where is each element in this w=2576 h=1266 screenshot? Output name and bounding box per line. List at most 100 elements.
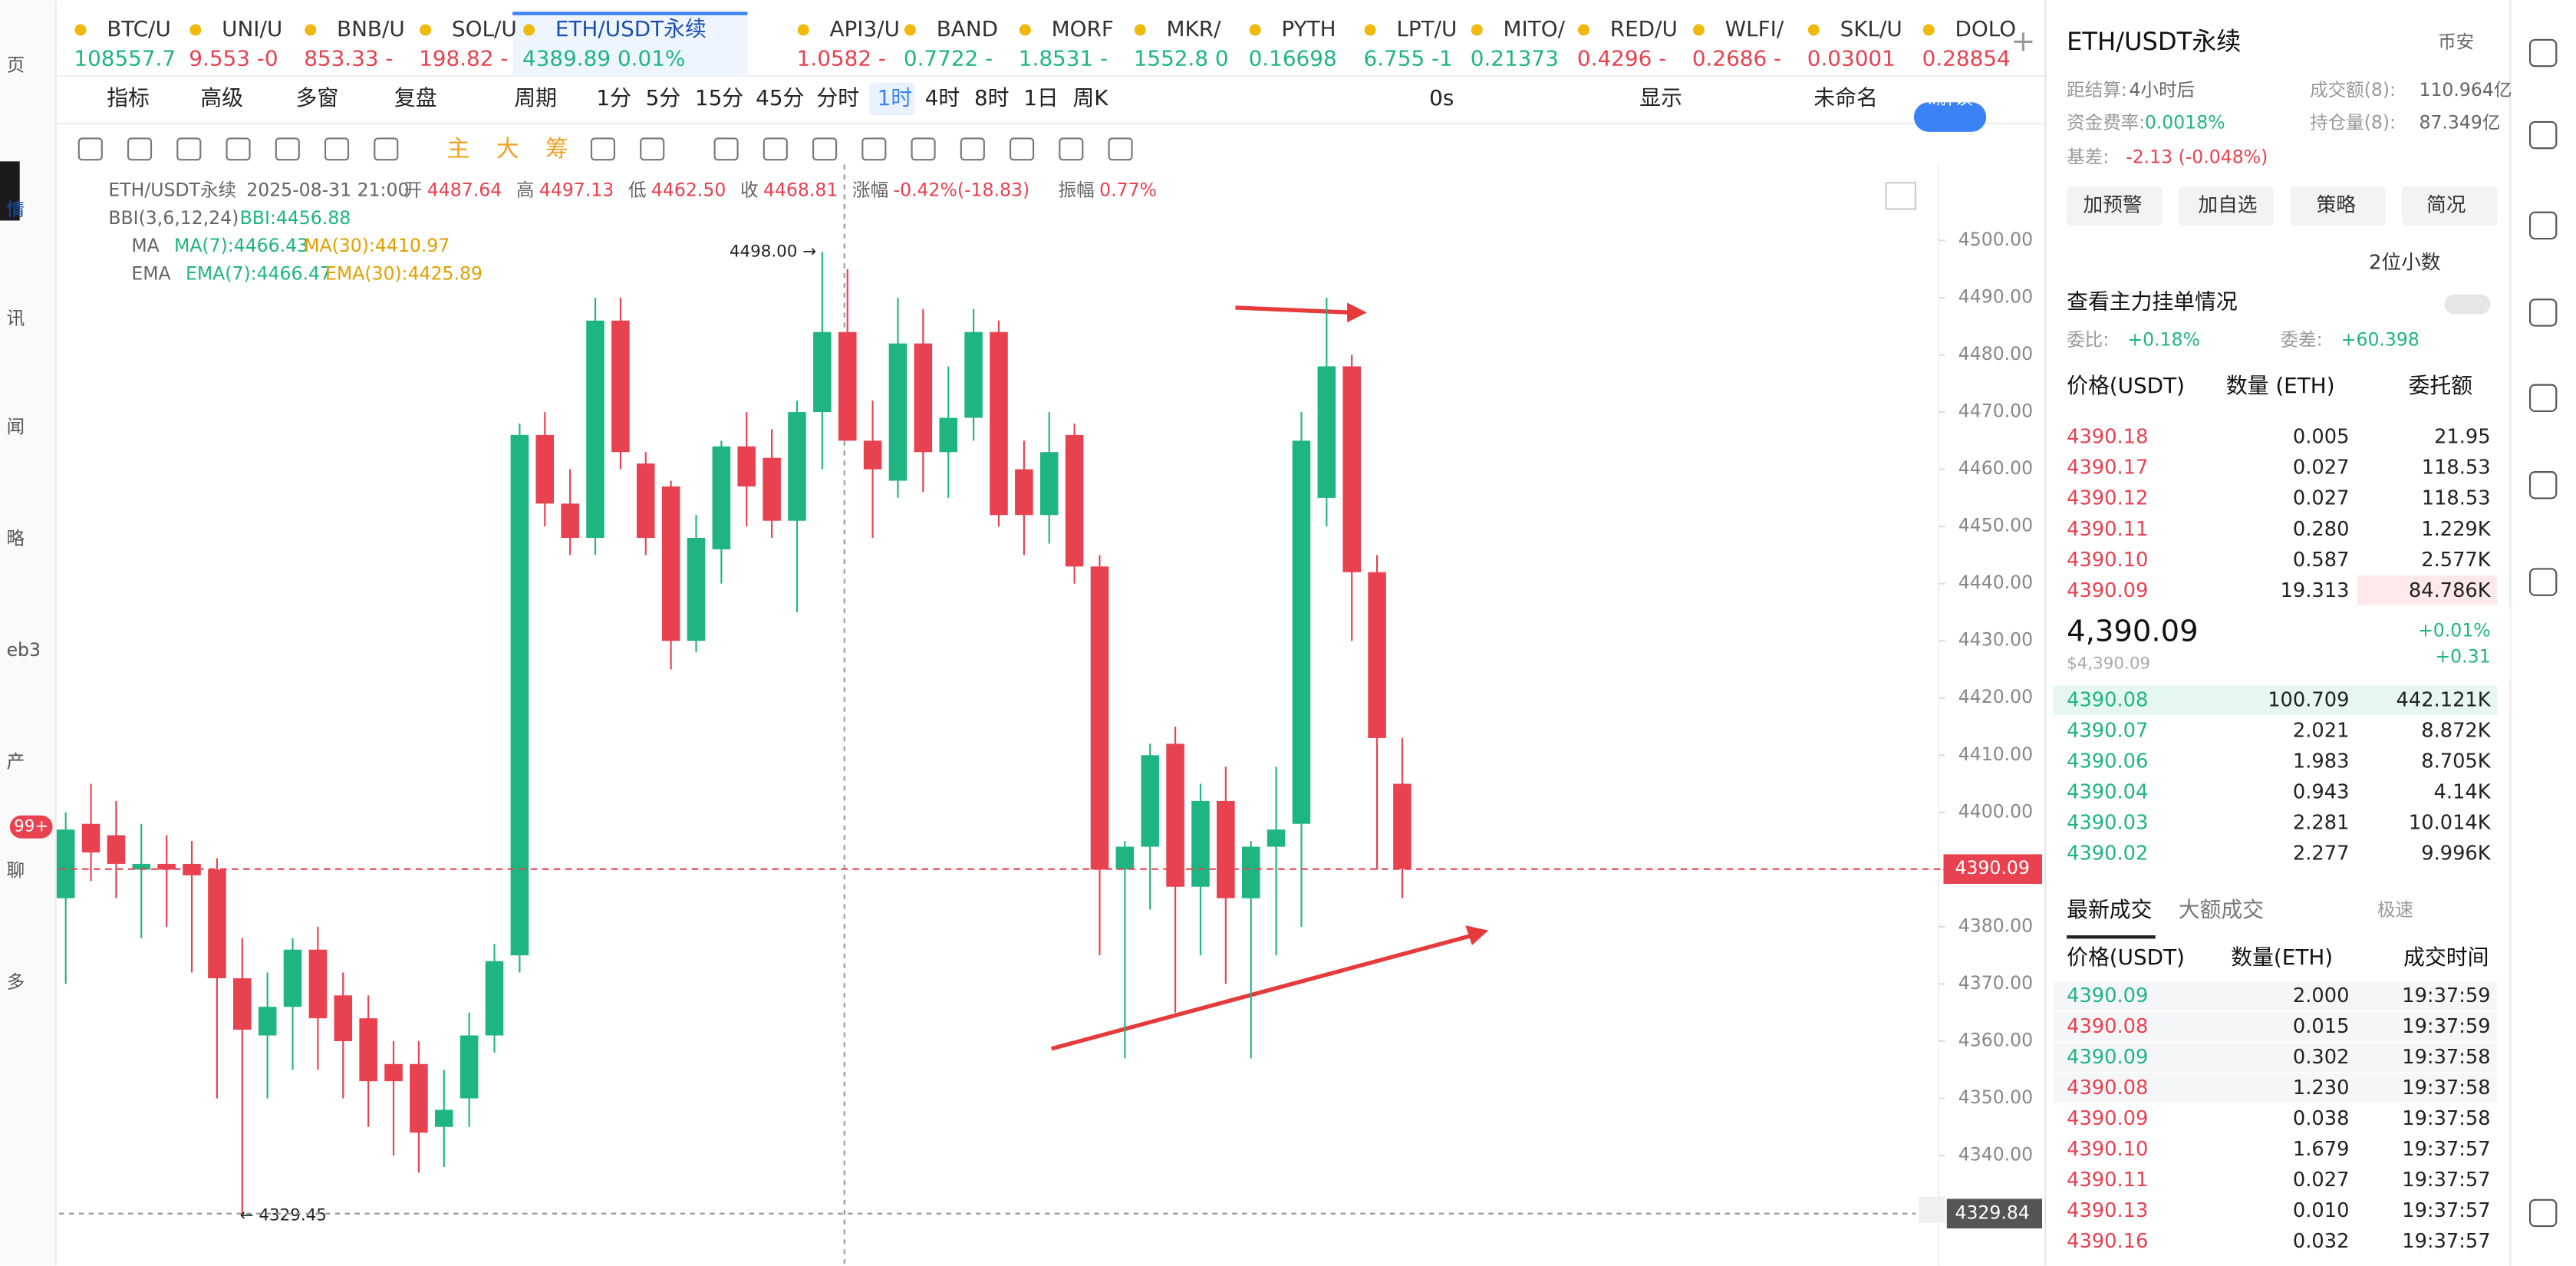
- period-button[interactable]: 8时: [974, 85, 1010, 110]
- ai-button[interactable]: [1913, 102, 1987, 132]
- candle-body: [81, 823, 100, 852]
- tool-button[interactable]: AI解读: [1919, 87, 1972, 108]
- tab-name[interactable]: ETH/USDT永续: [555, 16, 707, 41]
- draw-tool-icon[interactable]: [275, 137, 300, 161]
- candle-body: [132, 863, 151, 870]
- side-icon[interactable]: [2528, 384, 2558, 412]
- bid-qty: 2.281: [2293, 811, 2350, 834]
- tab-name[interactable]: BNB/U: [337, 16, 405, 41]
- tab-name[interactable]: DOLO: [1955, 16, 2016, 41]
- draw-tool-icon[interactable]: [590, 137, 616, 161]
- tab-name[interactable]: SOL/U: [452, 16, 517, 41]
- side-icon[interactable]: [2528, 298, 2558, 327]
- period-button[interactable]: 15分: [695, 85, 743, 110]
- side-icon[interactable]: [2528, 568, 2558, 596]
- trade-tab[interactable]: 极速: [2377, 898, 2413, 920]
- trade-time: 19:37:58: [2402, 1076, 2490, 1100]
- ask-price: 4390.18: [2067, 426, 2148, 449]
- trade-qty: 2.000: [2293, 984, 2350, 1007]
- period-button[interactable]: 周K: [1072, 85, 1108, 110]
- sidebar-item[interactable]: 聊: [7, 859, 25, 881]
- panel-button[interactable]: 策略: [2317, 194, 2357, 217]
- toggle[interactable]: [2444, 294, 2491, 315]
- tab-name[interactable]: RED/U: [1610, 16, 1678, 41]
- candle-body: [813, 331, 832, 413]
- tab-name[interactable]: PYTH: [1281, 16, 1336, 41]
- decimals-select[interactable]: 2位小数: [2369, 252, 2440, 275]
- period-button[interactable]: 1时: [878, 85, 913, 110]
- draw-tool-icon[interactable]: [763, 137, 788, 161]
- sidebar-item[interactable]: eb3: [7, 639, 41, 661]
- fullscreen-icon[interactable]: [1885, 182, 1917, 210]
- draw-tool-icon[interactable]: [861, 137, 887, 161]
- tool-button[interactable]: 未命名: [1813, 85, 1878, 110]
- draw-tool-icon[interactable]: [960, 137, 985, 161]
- tool-button[interactable]: 周期: [514, 85, 557, 110]
- draw-tool-icon[interactable]: [812, 137, 838, 161]
- overlay-button[interactable]: 筹: [545, 136, 568, 163]
- sidebar-item[interactable]: 情: [7, 199, 25, 220]
- trade-tab[interactable]: 大额成交: [2179, 897, 2264, 922]
- sidebar-item[interactable]: 略: [7, 527, 25, 549]
- draw-tool-icon[interactable]: [324, 137, 350, 161]
- side-icon[interactable]: [2528, 211, 2558, 240]
- tab-name[interactable]: API3/U: [829, 16, 899, 41]
- tab-name[interactable]: UNI/U: [222, 16, 282, 41]
- period-button[interactable]: 5分: [646, 85, 681, 110]
- plus-box[interactable]: [1919, 1196, 1945, 1223]
- draw-tool-icon[interactable]: [374, 137, 399, 161]
- draw-tool-icon[interactable]: [1108, 137, 1133, 161]
- tab-name[interactable]: SKL/U: [1840, 16, 1902, 41]
- main-orders-link[interactable]: 查看主力挂单情况: [2067, 289, 2238, 315]
- tab-name[interactable]: MKR/: [1167, 16, 1222, 41]
- candle-body: [510, 434, 529, 956]
- panel-button[interactable]: 加预警: [2084, 194, 2143, 217]
- period-button[interactable]: 1日: [1023, 85, 1059, 110]
- sidebar-item[interactable]: 产: [7, 751, 25, 773]
- sidebar-item[interactable]: 页: [7, 54, 25, 76]
- add-tab[interactable]: +: [2011, 25, 2035, 59]
- period-button[interactable]: 45分: [756, 85, 804, 110]
- y-tick-label: 4500.00: [1958, 229, 2033, 250]
- trade-row-bg: [2053, 1012, 2498, 1042]
- side-icon[interactable]: [2528, 38, 2558, 68]
- panel-button[interactable]: 简况: [2426, 194, 2466, 217]
- trade-time: 19:37:57: [2402, 1169, 2490, 1192]
- tool-button[interactable]: 0s: [1429, 85, 1454, 110]
- tool-button[interactable]: 指标: [107, 85, 150, 110]
- sidebar-item[interactable]: 多: [7, 971, 25, 993]
- draw-tool-icon[interactable]: [226, 137, 251, 161]
- sidebar-item[interactable]: 闻: [7, 416, 25, 437]
- overlay-button[interactable]: 主: [447, 136, 470, 163]
- coin-icon: [1807, 24, 1820, 36]
- tab-name[interactable]: BAND: [937, 16, 998, 41]
- tool-button[interactable]: 多窗: [295, 85, 338, 110]
- panel-button[interactable]: 加自选: [2198, 194, 2257, 217]
- draw-tool-icon[interactable]: [1010, 137, 1035, 161]
- period-button[interactable]: 4时: [925, 85, 960, 110]
- tool-button[interactable]: 显示: [1639, 85, 1682, 110]
- draw-tool-icon[interactable]: [77, 137, 103, 161]
- draw-tool-icon[interactable]: [713, 137, 739, 161]
- draw-tool-icon[interactable]: [176, 137, 202, 161]
- draw-tool-icon[interactable]: [640, 137, 665, 161]
- period-button[interactable]: 1分: [596, 85, 631, 110]
- side-icon[interactable]: [2528, 1198, 2558, 1228]
- tab-name[interactable]: LPT/U: [1396, 16, 1457, 41]
- draw-tool-icon[interactable]: [127, 137, 153, 161]
- tool-button[interactable]: 高级: [200, 85, 243, 110]
- side-icon[interactable]: [2528, 471, 2558, 499]
- draw-tool-icon[interactable]: [1059, 137, 1084, 161]
- period-button[interactable]: 分时: [816, 85, 859, 110]
- tool-button[interactable]: 复盘: [394, 85, 437, 110]
- tab-name[interactable]: MORF: [1052, 16, 1114, 41]
- draw-tool-icon[interactable]: [911, 137, 936, 161]
- tab-name[interactable]: BTC/U: [107, 16, 171, 41]
- candle-body: [1317, 366, 1336, 498]
- side-icon[interactable]: [2528, 120, 2558, 150]
- tab-name[interactable]: MITO/: [1504, 16, 1566, 41]
- sidebar-item[interactable]: 讯: [7, 307, 25, 328]
- overlay-button[interactable]: 大: [496, 136, 519, 163]
- trade-tab[interactable]: 最新成交: [2067, 897, 2152, 922]
- tab-name[interactable]: WLFI/: [1725, 16, 1784, 41]
